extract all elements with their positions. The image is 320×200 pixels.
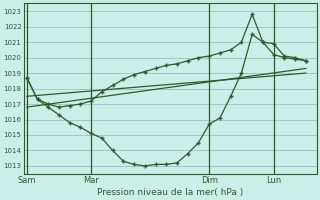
X-axis label: Pression niveau de la mer( hPa ): Pression niveau de la mer( hPa ) — [97, 188, 243, 197]
